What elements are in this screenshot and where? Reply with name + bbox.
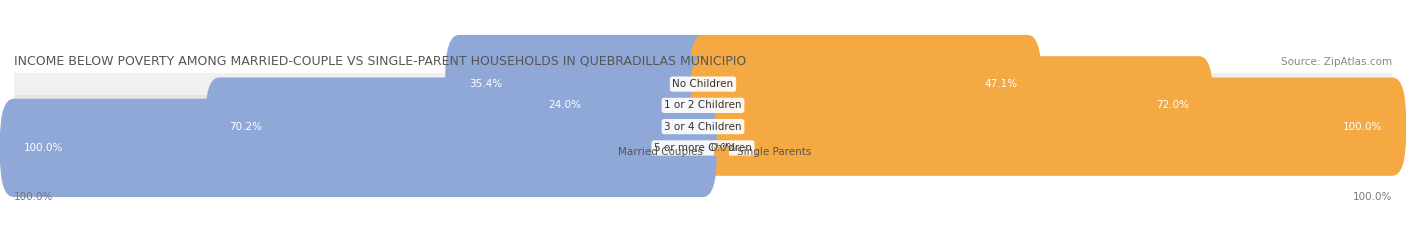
Text: 70.2%: 70.2% xyxy=(229,122,263,132)
Bar xyxy=(14,137,1392,159)
Text: 47.1%: 47.1% xyxy=(984,79,1018,89)
FancyBboxPatch shape xyxy=(689,56,1213,154)
FancyBboxPatch shape xyxy=(0,99,717,197)
Text: Source: ZipAtlas.com: Source: ZipAtlas.com xyxy=(1281,58,1392,68)
Text: 35.4%: 35.4% xyxy=(470,79,502,89)
Bar xyxy=(14,95,1392,116)
Text: 0.0%: 0.0% xyxy=(710,143,737,153)
Text: 100.0%: 100.0% xyxy=(1343,122,1382,132)
Text: 3 or 4 Children: 3 or 4 Children xyxy=(664,122,742,132)
Text: 5 or more Children: 5 or more Children xyxy=(654,143,752,153)
Legend: Married Couples, Single Parents: Married Couples, Single Parents xyxy=(591,143,815,161)
FancyBboxPatch shape xyxy=(524,56,717,154)
Text: No Children: No Children xyxy=(672,79,734,89)
Bar xyxy=(14,116,1392,137)
Text: 24.0%: 24.0% xyxy=(548,100,581,110)
Text: 1 or 2 Children: 1 or 2 Children xyxy=(664,100,742,110)
Text: 100.0%: 100.0% xyxy=(14,192,53,202)
Bar xyxy=(14,73,1392,95)
FancyBboxPatch shape xyxy=(205,78,717,176)
FancyBboxPatch shape xyxy=(689,78,1406,176)
Text: 100.0%: 100.0% xyxy=(1353,192,1392,202)
FancyBboxPatch shape xyxy=(689,35,1042,133)
Text: 72.0%: 72.0% xyxy=(1156,100,1189,110)
Text: INCOME BELOW POVERTY AMONG MARRIED-COUPLE VS SINGLE-PARENT HOUSEHOLDS IN QUEBRAD: INCOME BELOW POVERTY AMONG MARRIED-COUPL… xyxy=(14,55,747,68)
FancyBboxPatch shape xyxy=(446,35,717,133)
Text: 100.0%: 100.0% xyxy=(24,143,63,153)
